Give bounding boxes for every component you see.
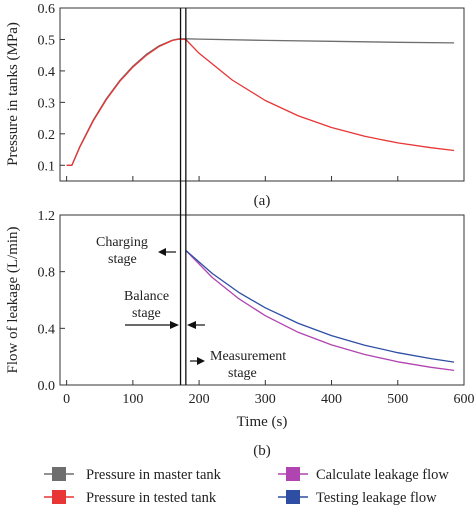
x-tick-label: 300 [255,392,276,407]
y-axis-label-b: Flow of leakage (L/min) [5,226,21,373]
series-a [66,38,455,166]
legend-marker-calculate-flow [286,467,300,481]
annotation-charging-line2: stage [108,252,137,267]
y-tick-label: 0.2 [38,128,56,143]
annotation-charging-line1: Charging [96,235,148,250]
legend-label: Pressure in master tank [86,467,222,483]
series-line-calculate-leakage-flow [185,249,455,372]
legend-label: Pressure in tested tank [86,490,217,506]
x-tick-label: 400 [321,392,342,407]
annotation-balance-line1: Balance [124,289,169,304]
series-b [185,249,455,372]
y-tick-label: 0.6 [38,2,56,17]
stage-boundary-lines [179,8,187,385]
y-tick-label: 0.5 [38,33,56,48]
series-line-testing-leakage-flow [185,249,455,363]
legend-marker-master-tank [52,467,66,481]
legend-label: Testing leakage flow [316,490,437,506]
legend-marker-testing-flow [286,490,300,504]
measurement-arrow-head [197,357,205,365]
y-tick-label: 0.4 [38,65,56,80]
plot-frame-b [59,214,465,386]
x-axis-label: Time (s) [237,414,288,430]
x-tick-label: 100 [122,392,143,407]
panel-b: 0.0 0.4 0.8 1.2 0 100 200 300 400 500 600 Flow of … [5,209,474,459]
legend-entry-tested-tank: Pressure in tested tank [44,490,217,506]
x-tick-label: 500 [387,392,408,407]
x-tick-label: 0 [63,392,70,407]
y-tick-label: 0.8 [38,266,56,281]
x-tick-label: 200 [189,392,210,407]
annotation-measurement-line2: stage [228,366,257,381]
charging-arrow-head [158,248,166,256]
legend-marker-tested-tank [52,490,66,504]
y-axis-label-a: Pressure in tanks (MPa) [5,22,21,166]
legend-entry-master-tank: Pressure in master tank [44,467,222,483]
panel-a: 0.1 0.2 0.3 0.4 0.5 0.6 Pressure in tanks (MP… [5,2,465,209]
series-line-pressure-in-tested-tank [66,38,455,166]
legend-entry-calculate-flow: Calculate leakage flow [278,467,449,483]
y-tick-label: 1.2 [38,209,56,224]
legend-entry-testing-flow: Testing leakage flow [278,490,437,506]
legend-label: Calculate leakage flow [316,467,449,483]
panel-label-b: (b) [253,443,271,459]
balance-arrow-right-head [187,321,196,329]
panel-label-a: (a) [254,193,271,209]
legend: Pressure in master tank Calculate leakag… [44,467,449,506]
y-tick-label: 0.1 [38,159,56,174]
annotation-balance-line2: stage [132,306,161,321]
ticks-b: 0.0 0.4 0.8 1.2 0 100 200 300 400 500 600 [38,209,474,407]
balance-arrow-left-head [170,321,179,329]
annotation-measurement-line1: Measurement [210,349,286,364]
y-tick-label: 0.0 [38,379,56,394]
y-tick-label: 0.3 [38,96,56,111]
y-tick-label: 0.4 [38,322,56,337]
series-line-pressure-in-master-tank [66,38,455,166]
plot-frame-a [59,7,465,182]
ticks-a: 0.1 0.2 0.3 0.4 0.5 0.6 [38,2,465,181]
x-tick-label: 600 [454,392,474,407]
